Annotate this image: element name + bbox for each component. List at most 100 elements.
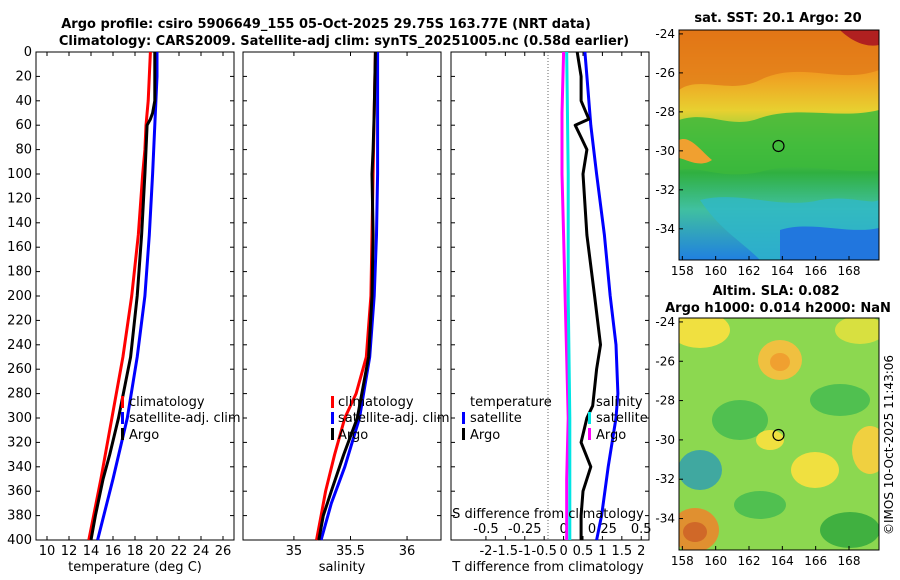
sst-map-title: sat. SST: 20.1 Argo: 20 (694, 11, 861, 26)
x-tick-label: -1 (518, 544, 531, 559)
legend-title-salinity: salinity (596, 395, 643, 410)
lon-tick-label: 166 (804, 264, 827, 278)
x-tick-label: -2 (479, 544, 492, 559)
depth-tick-label: 320 (7, 435, 32, 450)
temperature-axis: 10 12 14 16 18 20 22 24 26 (39, 52, 232, 559)
legend-swatch-s-argo (588, 428, 591, 440)
s-diff-tick-label: 0 (559, 522, 567, 537)
series-line-argo (89, 52, 157, 541)
depth-tick-label: 220 (7, 313, 32, 328)
lon-tick-label: 168 (838, 554, 861, 568)
lat-tick-label: -32 (655, 472, 675, 486)
sla-latitude-axis: -24 -26 -28 -30 -32 -34 (655, 315, 683, 526)
s-diff-tick-label: 0.25 (588, 522, 617, 537)
legend-swatch-argo (121, 428, 124, 440)
figure-title-line1: Argo profile: csiro 5906649_155 05-Oct-2… (61, 17, 591, 32)
difference-plot-area (450, 51, 650, 541)
difference-legend: temperature satellite Argo salinity sate… (462, 395, 648, 443)
s-difference-axis: -0.5 -0.25 0 0.25 0.5 (473, 522, 651, 537)
s-diff-tick-label: 0.5 (631, 522, 652, 537)
legend-swatch-s-satellite (588, 412, 591, 424)
x-tick-label: 12 (61, 544, 78, 559)
legend-swatch-argo (331, 428, 334, 440)
depth-tick-label: 140 (7, 216, 32, 231)
t-difference-axis-label: T difference from climatology (451, 560, 644, 575)
series-line-climatology (87, 51, 152, 541)
lat-tick-label: -26 (655, 66, 675, 80)
lat-tick-label: -28 (655, 105, 675, 119)
sst-longitude-axis: 158 160 162 164 166 168 (671, 256, 861, 278)
x-tick-label: 1 (598, 544, 606, 559)
series-line-t-satellite (583, 51, 620, 541)
x-tick-label: 0.5 (573, 544, 594, 559)
imos-credit: ©IMOS 10-Oct-2025 11:43:06 (882, 355, 896, 535)
temperature-axis-label: temperature (deg C) (68, 560, 202, 575)
s-diff-tick-label: -0.5 (473, 522, 498, 537)
lat-tick-label: -26 (655, 354, 675, 368)
legend-label-s-satellite: satellite (596, 411, 648, 426)
sla-map-image (679, 318, 879, 550)
legend-label-satellite: satellite-adj. clim (338, 411, 450, 426)
salinity-legend: climatology satellite-adj. clim Argo (331, 395, 450, 443)
depth-tick-label: 340 (7, 460, 32, 475)
series-line-satellite-adj-clim (319, 52, 380, 541)
depth-tick-label: 300 (7, 411, 32, 426)
lat-tick-label: -24 (655, 27, 675, 41)
salinity-axis: 35 35.5 36 (286, 52, 415, 559)
lon-tick-label: 164 (771, 554, 794, 568)
depth-tick-label: 60 (15, 118, 32, 133)
depth-tick-label: 380 (7, 509, 32, 524)
sst-map-panel: sat. SST: 20.1 Argo: 20 158 160 162 164 166 1… (655, 11, 880, 278)
lon-tick-label: 158 (671, 264, 694, 278)
s-difference-axis-label: S difference from climatology (452, 507, 644, 522)
lon-tick-label: 164 (771, 264, 794, 278)
lat-tick-label: -24 (655, 315, 675, 329)
depth-tick-label: 80 (15, 143, 32, 158)
lon-tick-label: 168 (838, 264, 861, 278)
depth-tick-label: 200 (7, 289, 32, 304)
lon-tick-label: 160 (704, 264, 727, 278)
salinity-plot-area (242, 51, 442, 541)
x-tick-label: -1.5 (493, 544, 518, 559)
depth-tick-label: 160 (7, 240, 32, 255)
lon-tick-label: 160 (704, 554, 727, 568)
salinity-panel: 35 35.5 36 climatology satellite-adj. clim… (242, 51, 450, 575)
depth-tick-label: 260 (7, 362, 32, 377)
depth-tick-label: 20 (15, 69, 32, 84)
temperature-plot-area (35, 51, 235, 541)
lon-tick-label: 166 (804, 554, 827, 568)
depth-tick-label: 40 (15, 94, 32, 109)
x-tick-label: 2 (637, 544, 645, 559)
argo-float-marker (772, 428, 785, 442)
legend-swatch-satellite (121, 412, 124, 424)
x-tick-label: 26 (215, 544, 232, 559)
sla-map-subtitle: Argo h1000: 0.014 h2000: NaN (665, 301, 891, 316)
lat-tick-label: -28 (655, 394, 675, 408)
x-tick-label: 1.5 (611, 544, 632, 559)
x-tick-label: 22 (171, 544, 188, 559)
legend-label-t-argo: Argo (470, 428, 500, 443)
x-tick-label: 18 (127, 544, 144, 559)
s-diff-tick-label: -0.25 (508, 522, 542, 537)
sla-map-panel: Altim. SLA: 0.082 Argo h1000: 0.014 h200… (655, 284, 890, 568)
legend-label-t-satellite: satellite (470, 411, 522, 426)
depth-tick-label: 280 (7, 387, 32, 402)
x-tick-label: 0 (559, 544, 567, 559)
legend-label-argo: Argo (338, 428, 368, 443)
series-line-s-argo (560, 51, 570, 540)
legend-label-s-argo: Argo (596, 428, 626, 443)
x-tick-label: 10 (39, 544, 56, 559)
salinity-axis-label: salinity (319, 560, 366, 575)
lat-tick-label: -34 (655, 222, 675, 236)
lon-tick-label: 162 (738, 554, 761, 568)
x-tick-label: 35.5 (336, 544, 365, 559)
lon-tick-label: 162 (738, 264, 761, 278)
depth-tick-label: 400 (7, 533, 32, 548)
legend-swatch-satellite (331, 412, 334, 424)
x-tick-label: 20 (149, 544, 166, 559)
temperature-panel: 0 20 40 60 80 100 120 140 160 180 200 220 240 260 280 3… (7, 45, 240, 575)
lat-tick-label: -34 (655, 512, 675, 526)
series-line-argo (317, 51, 377, 541)
legend-swatch-climatology (331, 396, 334, 408)
